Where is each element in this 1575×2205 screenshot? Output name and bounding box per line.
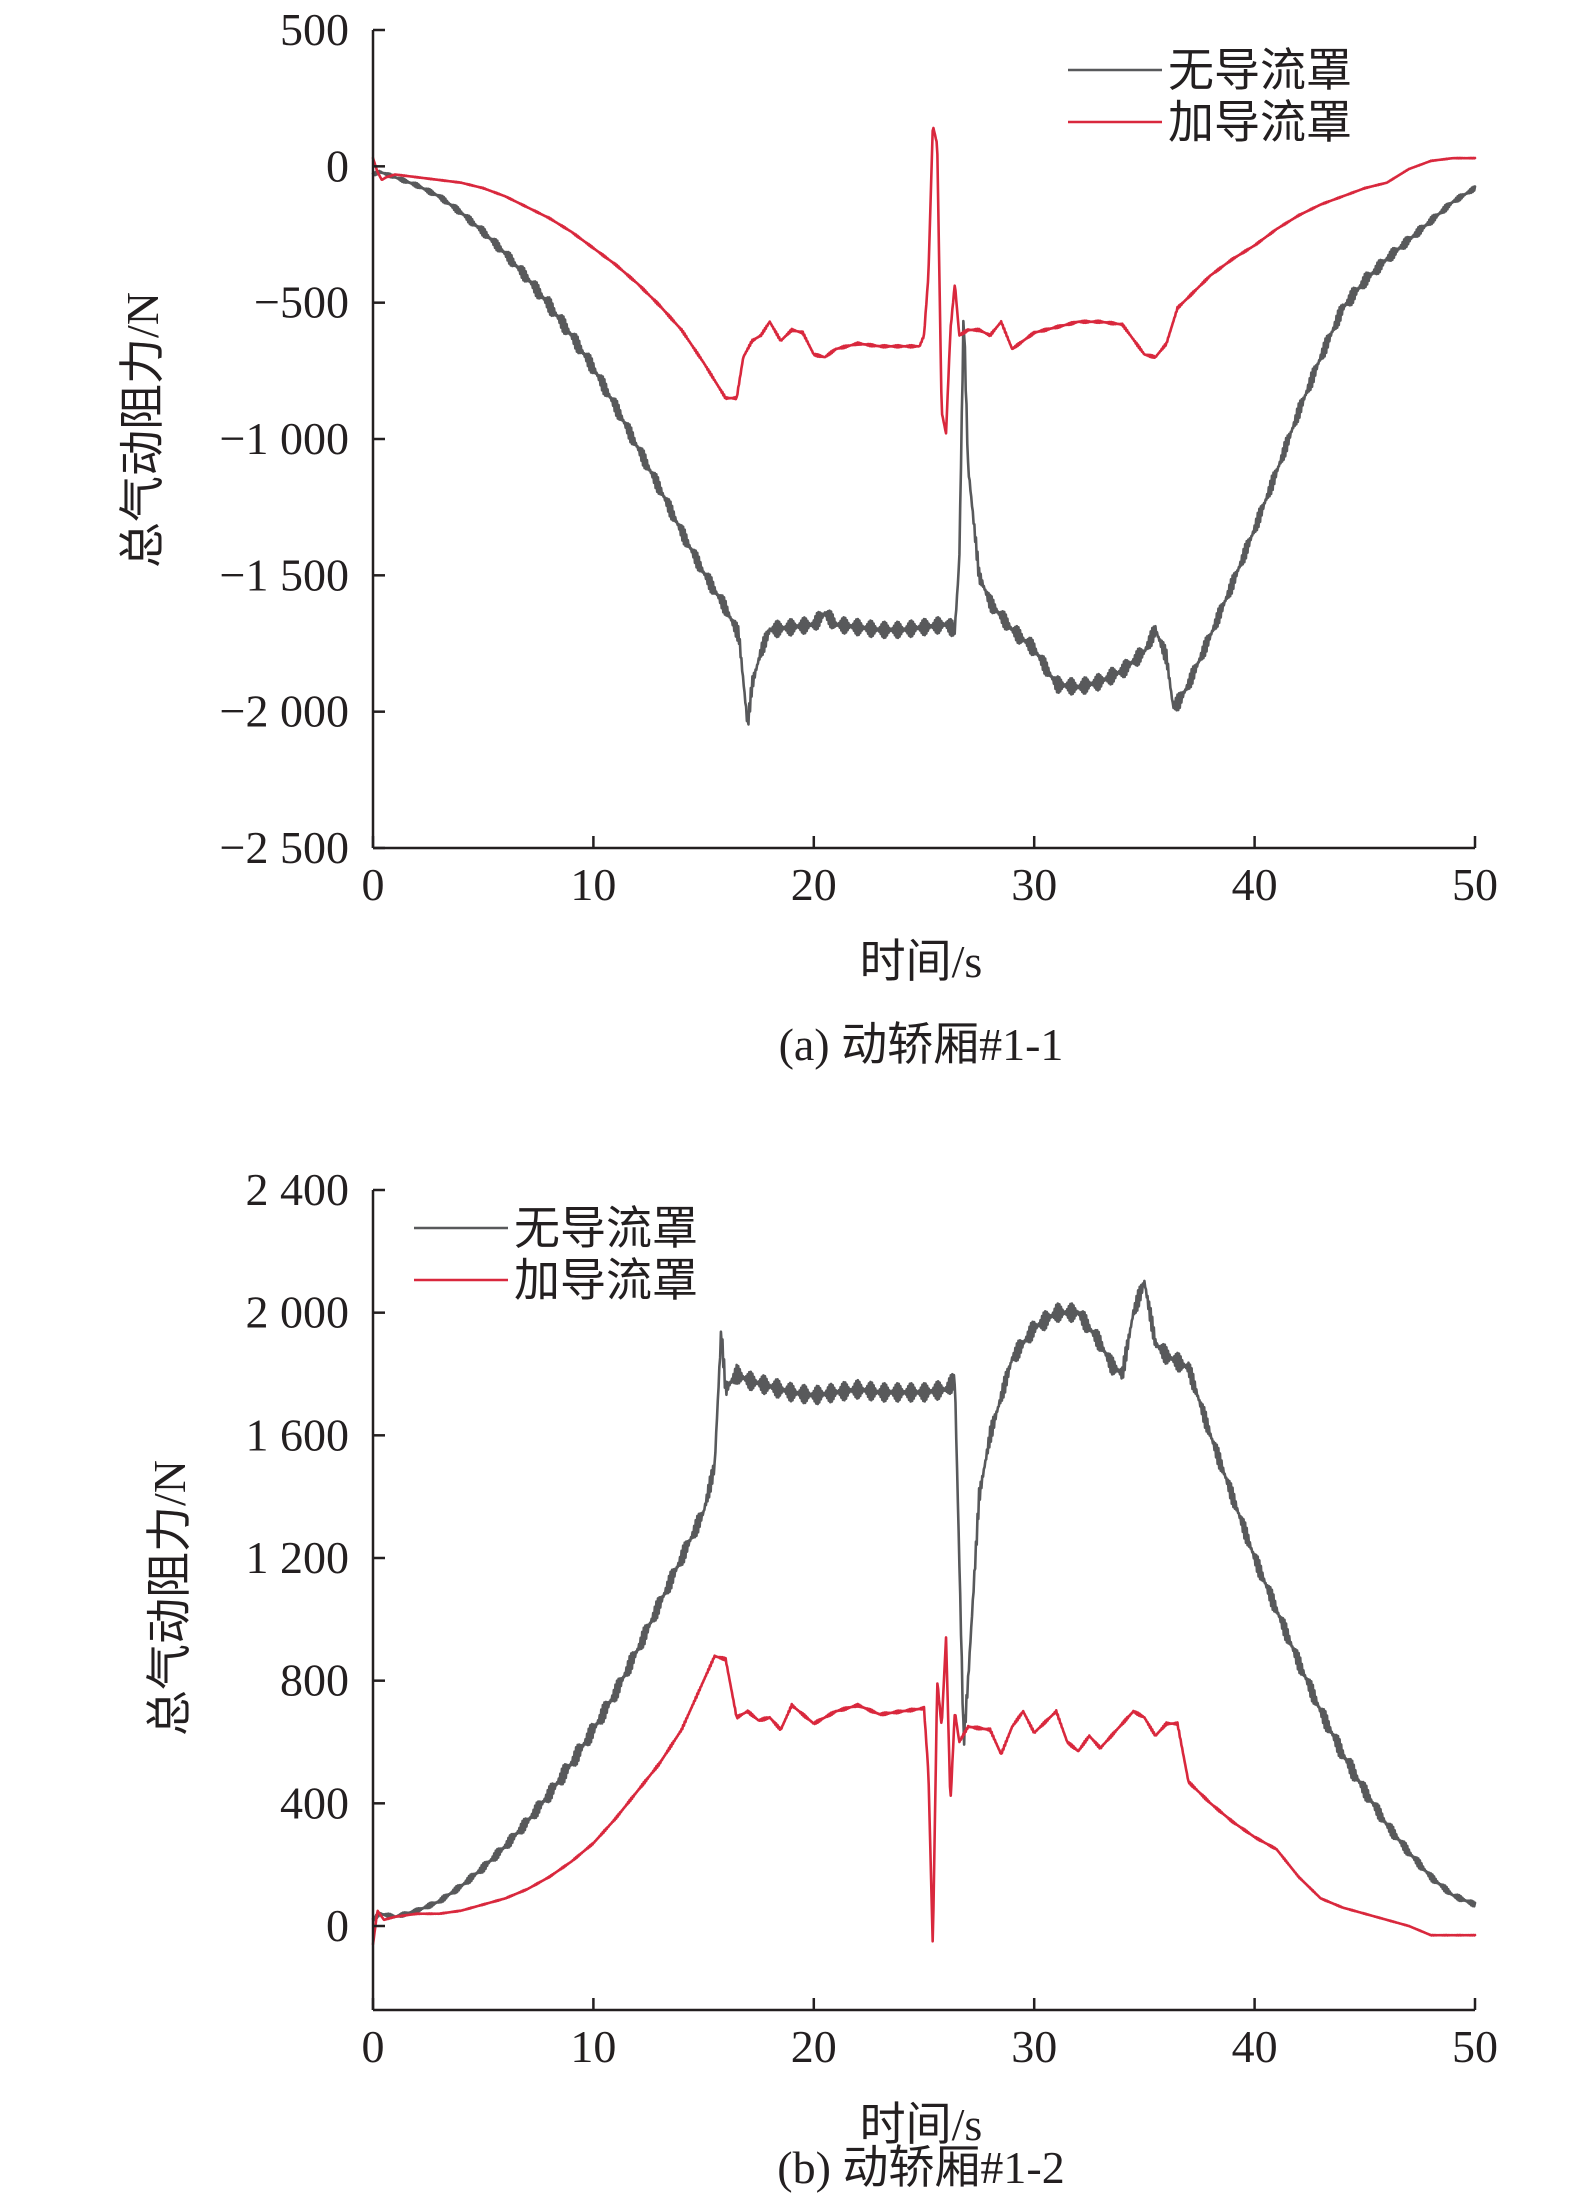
chart-b-x-tick-label-1: 10	[570, 2021, 616, 2072]
chart-a-y-tick-label-1: 0	[326, 140, 349, 191]
chart-a-x-tick-label-4: 40	[1232, 859, 1278, 910]
chart-b-x-ticks: 0 10 20 30 40 50	[362, 1998, 1498, 2072]
chart-a-y-tick-label-4: −1 500	[220, 549, 349, 600]
chart-a-x-tick-label-0: 0	[362, 859, 385, 910]
chart-b-y-ticks: 0 400 800 1 200 1 600 2 000 2 400	[246, 1164, 385, 1951]
chart-a-legend-label-1: 无导流罩	[1168, 45, 1352, 96]
chart-b-y-tick-label-0: 0	[326, 1900, 349, 1951]
chart-a-y-tick-label-5: −2 000	[220, 686, 349, 737]
chart-b-legend-label-1: 无导流罩	[514, 1203, 698, 1254]
chart-b-y-tick-label-2: 800	[280, 1655, 349, 1706]
chart-a-series-1-line	[371, 169, 1477, 726]
chart-a: 500 0 −500 −1 000 −1 500 −2 000 −2 500 0 10 20 30…	[117, 4, 1498, 1070]
chart-a-caption: (a) 动轿厢#1-1	[779, 1019, 1064, 1070]
chart-b-x-tick-label-4: 40	[1232, 2021, 1278, 2072]
chart-b-caption: (b) 动轿厢#1-2	[777, 2142, 1064, 2193]
chart-a-y-axis-label: 总气动阻力/N	[117, 292, 168, 568]
chart-a-series-layer	[371, 126, 1477, 726]
chart-b-x-tick-label-3: 30	[1011, 2021, 1057, 2072]
chart-a-x-tick-label-1: 10	[570, 859, 616, 910]
chart-b-series-2-line	[371, 1636, 1477, 1946]
chart-b-series-1-line	[371, 1279, 1477, 1922]
chart-a-y-tick-label-6: −2 500	[220, 822, 349, 873]
chart-b-y-tick-label-6: 2 400	[246, 1164, 350, 1215]
chart-b-x-tick-label-5: 50	[1452, 2021, 1498, 2072]
chart-b-y-axis-label: 总气动阻力/N	[144, 1460, 195, 1736]
chart-a-y-tick-label-2: −500	[254, 277, 349, 328]
chart-a-x-tick-label-5: 50	[1452, 859, 1498, 910]
chart-b-legend: 无导流罩 加导流罩	[414, 1203, 698, 1306]
chart-b-series-layer	[371, 1279, 1477, 1946]
chart-b-x-axis-label: 时间/s	[860, 2099, 983, 2150]
chart-b-y-tick-label-1: 400	[280, 1777, 349, 1828]
chart-b-y-tick-label-5: 2 000	[246, 1287, 350, 1338]
chart-a-x-axis-label: 时间/s	[860, 936, 983, 987]
chart-b-y-tick-label-4: 1 600	[246, 1409, 350, 1460]
chart-b-x-tick-label-2: 20	[791, 2021, 837, 2072]
chart-a-x-tick-label-3: 30	[1011, 859, 1057, 910]
chart-a-x-tick-label-2: 20	[791, 859, 837, 910]
chart-a-y-ticks: 500 0 −500 −1 000 −1 500 −2 000 −2 500	[220, 4, 385, 873]
chart-b-y-tick-label-3: 1 200	[246, 1532, 350, 1583]
chart-a-y-tick-label-0: 500	[280, 4, 349, 55]
chart-a-x-ticks: 0 10 20 30 40 50	[362, 836, 1498, 910]
chart-a-y-tick-label-3: −1 000	[220, 413, 349, 464]
chart-a-series-2-line	[371, 126, 1477, 435]
chart-b-legend-label-2: 加导流罩	[514, 1255, 698, 1306]
chart-a-legend-label-2: 加导流罩	[1168, 97, 1352, 148]
chart-a-legend: 无导流罩 加导流罩	[1068, 45, 1352, 148]
chart-b-x-tick-label-0: 0	[362, 2021, 385, 2072]
